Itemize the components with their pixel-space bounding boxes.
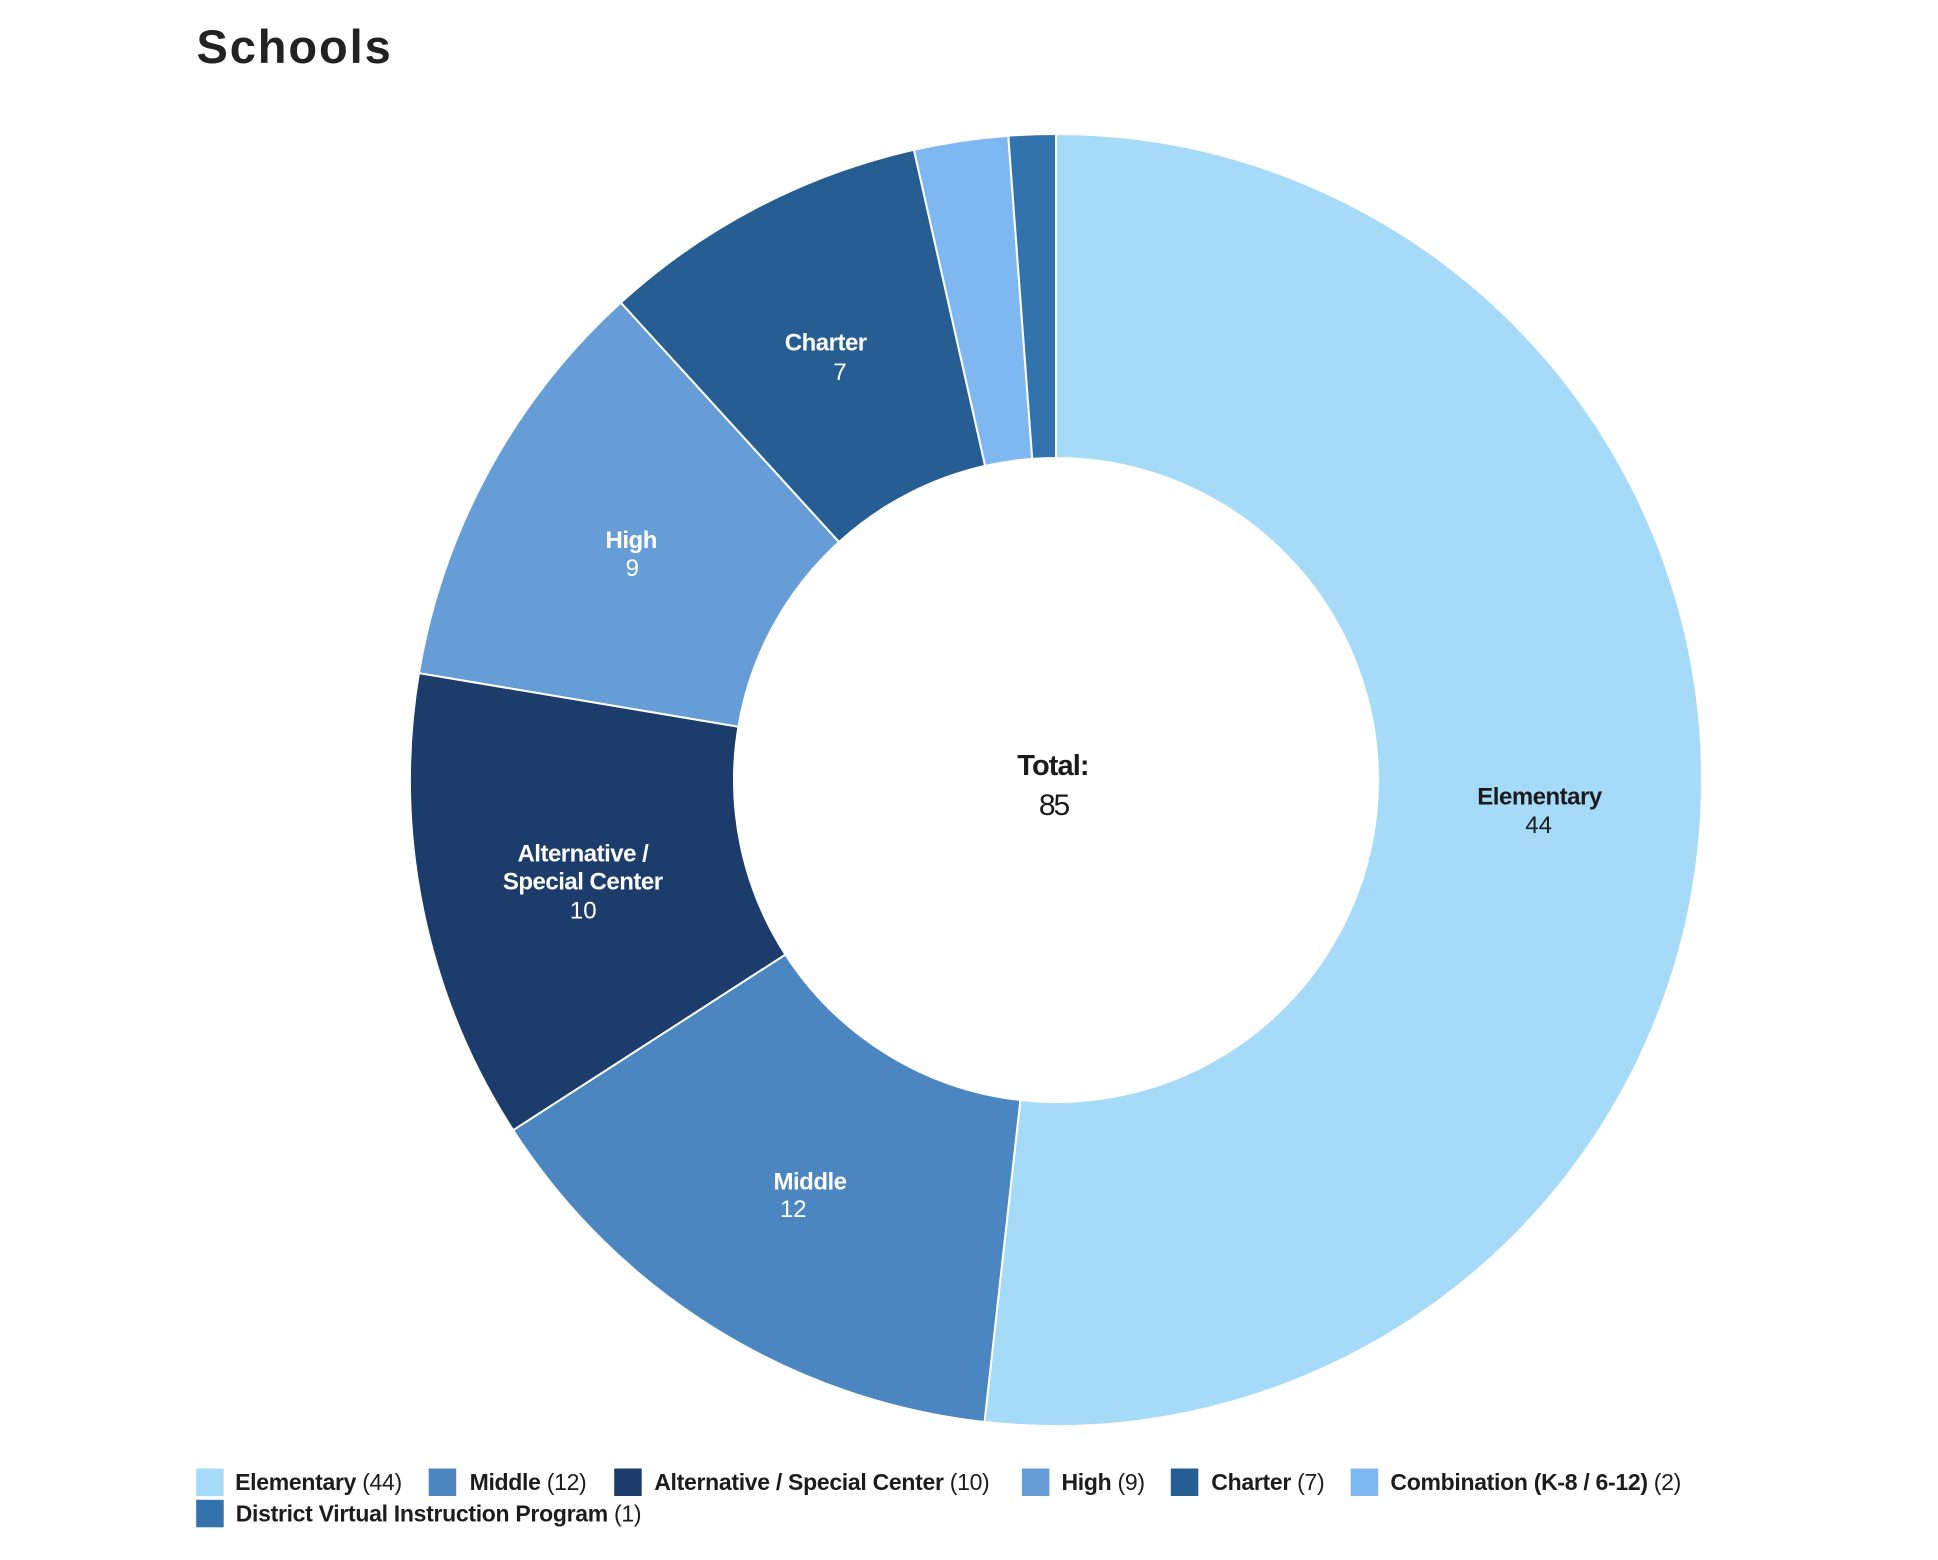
svg-text:Charter: Charter xyxy=(785,330,867,357)
svg-text:Elementary (44): Elementary (44) xyxy=(235,1469,402,1495)
svg-text:12: 12 xyxy=(780,1196,807,1223)
svg-text:High (9): High (9) xyxy=(1062,1469,1145,1495)
svg-text:7: 7 xyxy=(833,359,846,386)
svg-text:9: 9 xyxy=(626,555,639,582)
svg-text:High: High xyxy=(606,527,657,554)
svg-text:Middle: Middle xyxy=(774,1168,847,1195)
svg-text:Combination (K-8 / 6-12) (2): Combination (K-8 / 6-12) (2) xyxy=(1390,1469,1681,1495)
svg-text:Charter (7): Charter (7) xyxy=(1211,1469,1324,1495)
svg-text:District Virtual Instruction P: District Virtual Instruction Program (1) xyxy=(236,1500,642,1526)
svg-text:10: 10 xyxy=(570,897,597,924)
svg-text:Middle (12): Middle (12) xyxy=(470,1469,587,1495)
svg-text:Special Center: Special Center xyxy=(503,868,663,895)
svg-text:Alternative / Special Center (: Alternative / Special Center (10) xyxy=(654,1469,989,1495)
svg-text:Schools: Schools xyxy=(197,20,393,73)
svg-text:85: 85 xyxy=(1039,789,1070,822)
svg-text:Total:: Total: xyxy=(1017,750,1088,782)
svg-text:44: 44 xyxy=(1525,812,1552,839)
svg-text:Elementary: Elementary xyxy=(1477,783,1603,810)
svg-text:Alternative /: Alternative / xyxy=(517,841,649,868)
